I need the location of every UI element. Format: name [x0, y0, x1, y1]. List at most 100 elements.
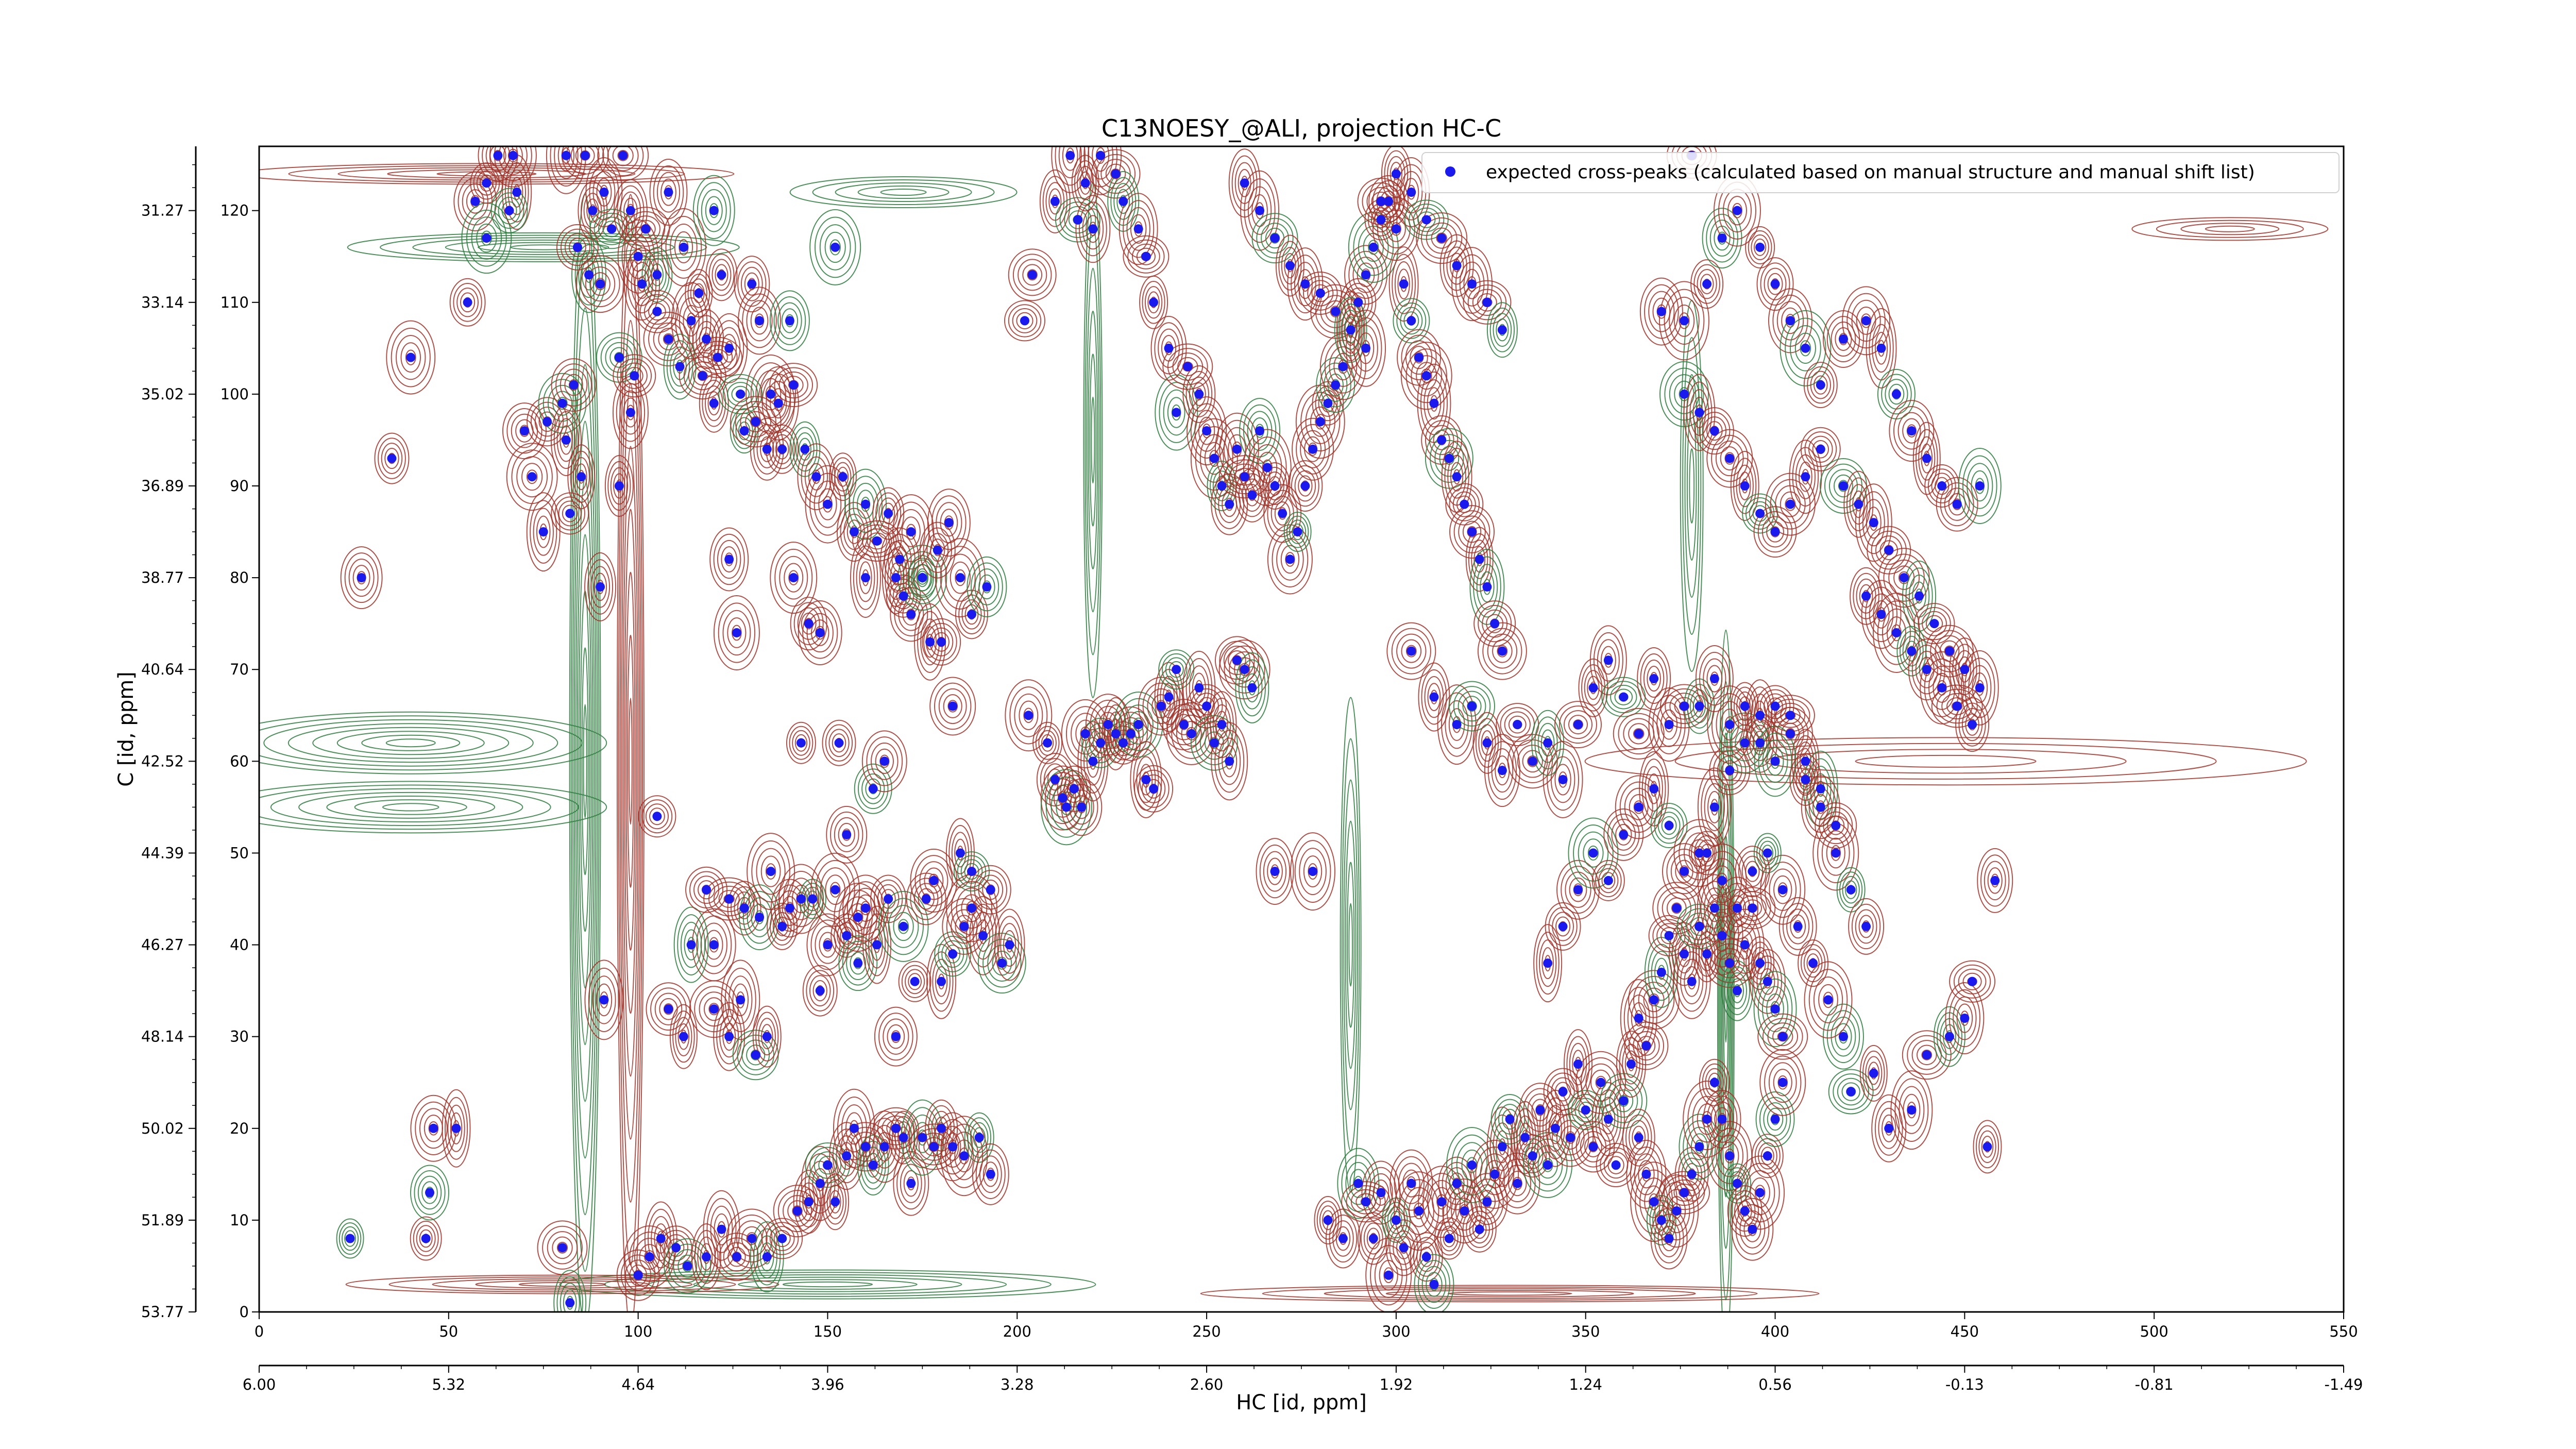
peak-marker: [1649, 995, 1659, 1005]
contour-ring: [1962, 455, 1997, 517]
contour-ring: [901, 516, 921, 547]
contour-ring: [1750, 1177, 1770, 1208]
contour-ring: [542, 1225, 583, 1270]
contour-ring: [1542, 1158, 1553, 1172]
contour-ring: [1041, 734, 1054, 752]
contour-ring: [259, 711, 607, 774]
contour-ring: [778, 371, 808, 399]
peak-marker: [1414, 352, 1424, 362]
contour-ring: [1855, 909, 1877, 944]
contour-ring: [882, 502, 895, 525]
x-ppm-tick-label: 5.32: [432, 1376, 466, 1393]
peak-marker: [1975, 683, 1985, 693]
contour-ring: [1319, 333, 1366, 400]
contour-ring: [1657, 1220, 1681, 1257]
peak-marker: [1664, 720, 1674, 730]
peak-marker: [1088, 224, 1098, 234]
contour-ring: [1343, 779, 1358, 1110]
peak-marker: [1331, 380, 1341, 390]
contour-ring: [1587, 845, 1599, 861]
y-tick-label: 0: [240, 1303, 249, 1321]
contour-ring: [1978, 1130, 1996, 1164]
peak-marker: [1558, 774, 1568, 784]
contour-ring: [722, 378, 758, 411]
peak-marker: [1368, 1234, 1378, 1243]
peak-marker: [1232, 655, 1242, 665]
contour-ring: [1981, 1136, 1994, 1158]
contour-ring: [1259, 844, 1291, 899]
peak-marker: [1429, 398, 1439, 408]
contour-ring: [724, 967, 756, 1033]
x-axis-label: HC [id, ppm]: [1236, 1391, 1367, 1414]
peak-marker: [1907, 426, 1917, 436]
contour-ring: [1713, 750, 1747, 790]
contour-ring: [887, 1024, 905, 1049]
contour-ring: [1242, 478, 1263, 512]
contour-ring: [594, 572, 607, 601]
contour-ring: [867, 532, 887, 550]
peak-marker: [702, 1252, 711, 1262]
contour-ring: [897, 1126, 910, 1149]
contour-ring: [1337, 1148, 1380, 1219]
contour-ring: [1384, 150, 1409, 198]
contour-ring: [574, 244, 603, 306]
peak-marker: [709, 398, 719, 408]
peak-marker: [1740, 1206, 1750, 1216]
contour-ring: [663, 333, 697, 400]
contour-ring: [1238, 169, 1251, 197]
peak-marker: [895, 554, 905, 564]
peak-marker: [1482, 738, 1492, 748]
contour-ring: [1851, 903, 1881, 950]
peak-marker: [596, 279, 605, 289]
contour-ring: [736, 1220, 768, 1257]
peak-marker: [664, 334, 673, 344]
contour-ring: [1482, 628, 1522, 675]
peak-marker: [1437, 435, 1447, 445]
contour-ring: [826, 805, 868, 864]
peak-marker: [565, 509, 575, 518]
contour-ring: [1575, 1051, 1626, 1114]
contour-ring: [673, 1249, 702, 1283]
peak-marker: [1058, 793, 1067, 803]
contour-ring: [1495, 1152, 1540, 1215]
contour-ring: [940, 509, 958, 537]
contour-ring: [1822, 1003, 1864, 1070]
contour-ring: [1628, 723, 1650, 745]
y-tick-label: 80: [230, 569, 249, 586]
contour-ring: [1729, 916, 1761, 974]
contour-ring: [1061, 778, 1103, 836]
peak-marker: [1770, 756, 1780, 766]
contour-ring: [802, 606, 838, 659]
contour-ring: [774, 367, 814, 403]
peak-marker: [1884, 1123, 1894, 1133]
peak-marker: [1748, 1224, 1757, 1234]
contour-ring: [1324, 1288, 1696, 1299]
contour-ring: [1812, 815, 1859, 891]
contour-ring: [1088, 310, 1098, 569]
contour-ring: [730, 396, 782, 448]
contour-ring: [538, 373, 587, 434]
contour-ring: [1427, 683, 1441, 712]
contour-ring: [1637, 1036, 1656, 1056]
peak-marker: [1149, 297, 1159, 307]
contour-ring: [419, 1229, 433, 1248]
spectrum-contours: [259, 146, 2329, 1312]
contour-ring: [1466, 1173, 1508, 1231]
contour-ring: [795, 432, 815, 466]
peak-marker: [1391, 1215, 1401, 1225]
peak-marker: [906, 527, 916, 537]
peak-marker: [1096, 150, 1106, 160]
peak-marker: [974, 1133, 984, 1142]
peak-marker: [1460, 1206, 1469, 1216]
peak-marker: [1164, 343, 1174, 353]
contour-ring: [348, 559, 375, 597]
contour-ring: [1000, 923, 1019, 967]
contour-ring: [1757, 978, 1793, 1040]
contour-ring: [1727, 196, 1747, 226]
contour-ring: [1697, 268, 1717, 299]
contour-ring: [1405, 645, 1417, 658]
contour-ring: [1469, 548, 1505, 625]
contour-ring: [1764, 862, 1801, 918]
contour-ring: [1198, 697, 1215, 716]
peak-marker: [1513, 720, 1522, 730]
